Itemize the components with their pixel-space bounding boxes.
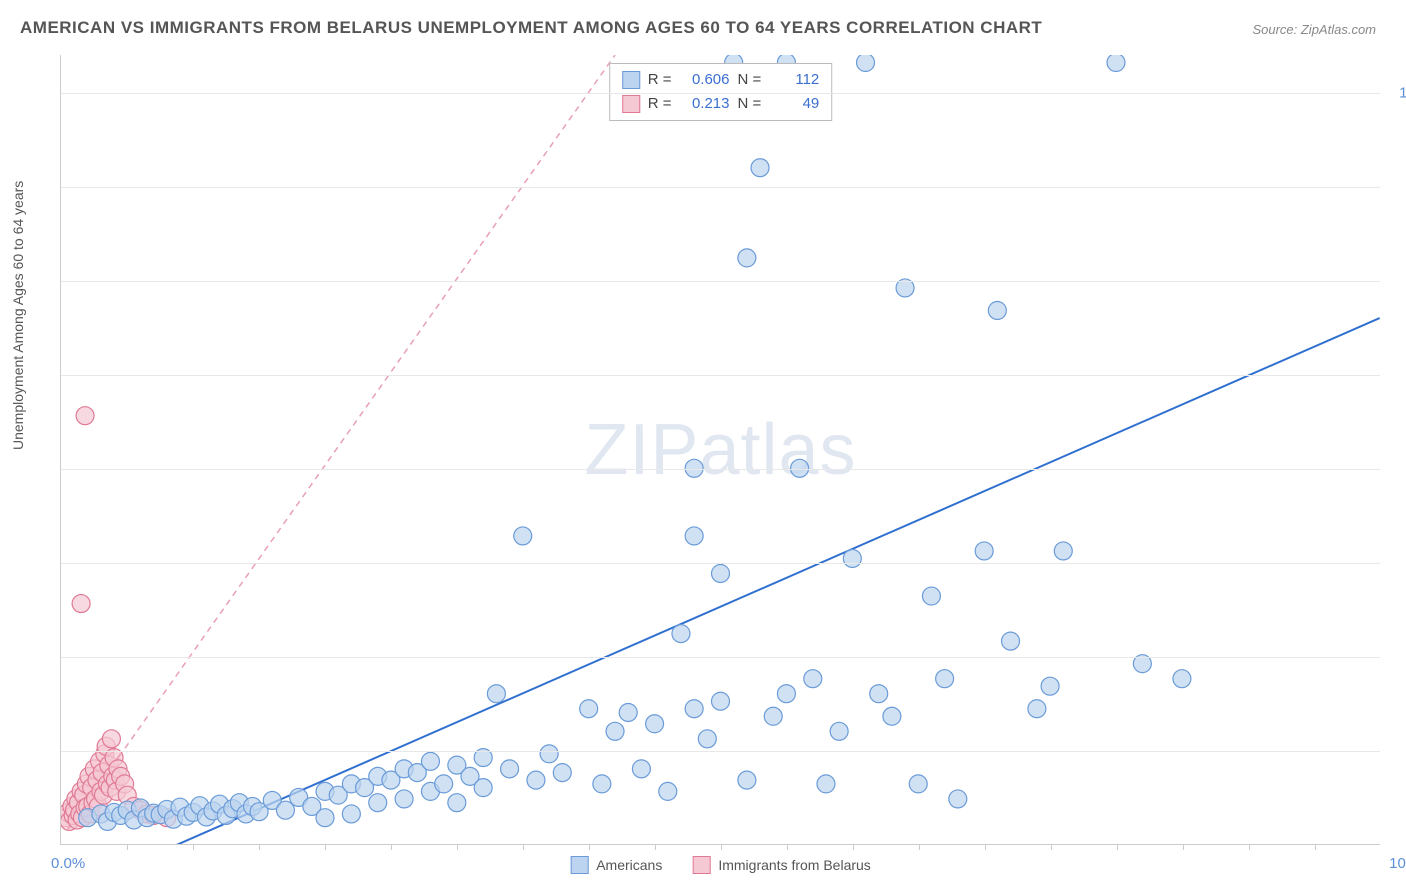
grid-line	[61, 375, 1380, 376]
legend-label: Americans	[596, 857, 662, 873]
grid-line	[61, 93, 1380, 94]
legend-item: Americans	[570, 856, 662, 874]
x-tick	[523, 844, 524, 850]
x-tick	[721, 844, 722, 850]
x-tick	[1315, 844, 1316, 850]
plot-area: ZIPatlas R =0.606 N =112R =0.213 N =49 A…	[60, 55, 1380, 845]
legend-swatch	[570, 856, 588, 874]
x-tick	[1183, 844, 1184, 850]
legend: Americans Immigrants from Belarus	[570, 856, 871, 874]
x-tick	[325, 844, 326, 850]
scatter-svg	[61, 55, 1380, 844]
grid-line	[61, 563, 1380, 564]
x-tick	[787, 844, 788, 850]
legend-item: Immigrants from Belarus	[692, 856, 870, 874]
x-tick	[985, 844, 986, 850]
legend-label: Immigrants from Belarus	[718, 857, 870, 873]
x-tick-label: 100.0%	[1389, 855, 1406, 872]
series-swatch	[622, 95, 640, 113]
grid-line	[61, 657, 1380, 658]
x-tick-label: 0.0%	[51, 855, 85, 872]
series-swatch	[622, 71, 640, 89]
legend-swatch	[692, 856, 710, 874]
source-attribution: Source: ZipAtlas.com	[1252, 22, 1376, 37]
x-tick	[457, 844, 458, 850]
x-tick	[655, 844, 656, 850]
grid-line	[61, 281, 1380, 282]
x-tick	[259, 844, 260, 850]
grid-line	[61, 751, 1380, 752]
y-tick-label: 100.0%	[1399, 84, 1406, 101]
x-tick	[589, 844, 590, 850]
chart-title: AMERICAN VS IMMIGRANTS FROM BELARUS UNEM…	[20, 18, 1042, 38]
watermark: ZIPatlas	[584, 409, 856, 491]
x-tick	[919, 844, 920, 850]
grid-line	[61, 187, 1380, 188]
x-tick	[1051, 844, 1052, 850]
grid-line	[61, 469, 1380, 470]
x-tick	[1249, 844, 1250, 850]
correlation-row: R =0.606 N =112	[622, 68, 820, 92]
chart-container: AMERICAN VS IMMIGRANTS FROM BELARUS UNEM…	[0, 0, 1406, 892]
y-axis-label: Unemployment Among Ages 60 to 64 years	[10, 181, 26, 450]
x-tick	[193, 844, 194, 850]
x-tick	[1117, 844, 1118, 850]
x-tick	[391, 844, 392, 850]
x-tick	[127, 844, 128, 850]
x-tick	[853, 844, 854, 850]
correlation-row: R =0.213 N =49	[622, 92, 820, 116]
